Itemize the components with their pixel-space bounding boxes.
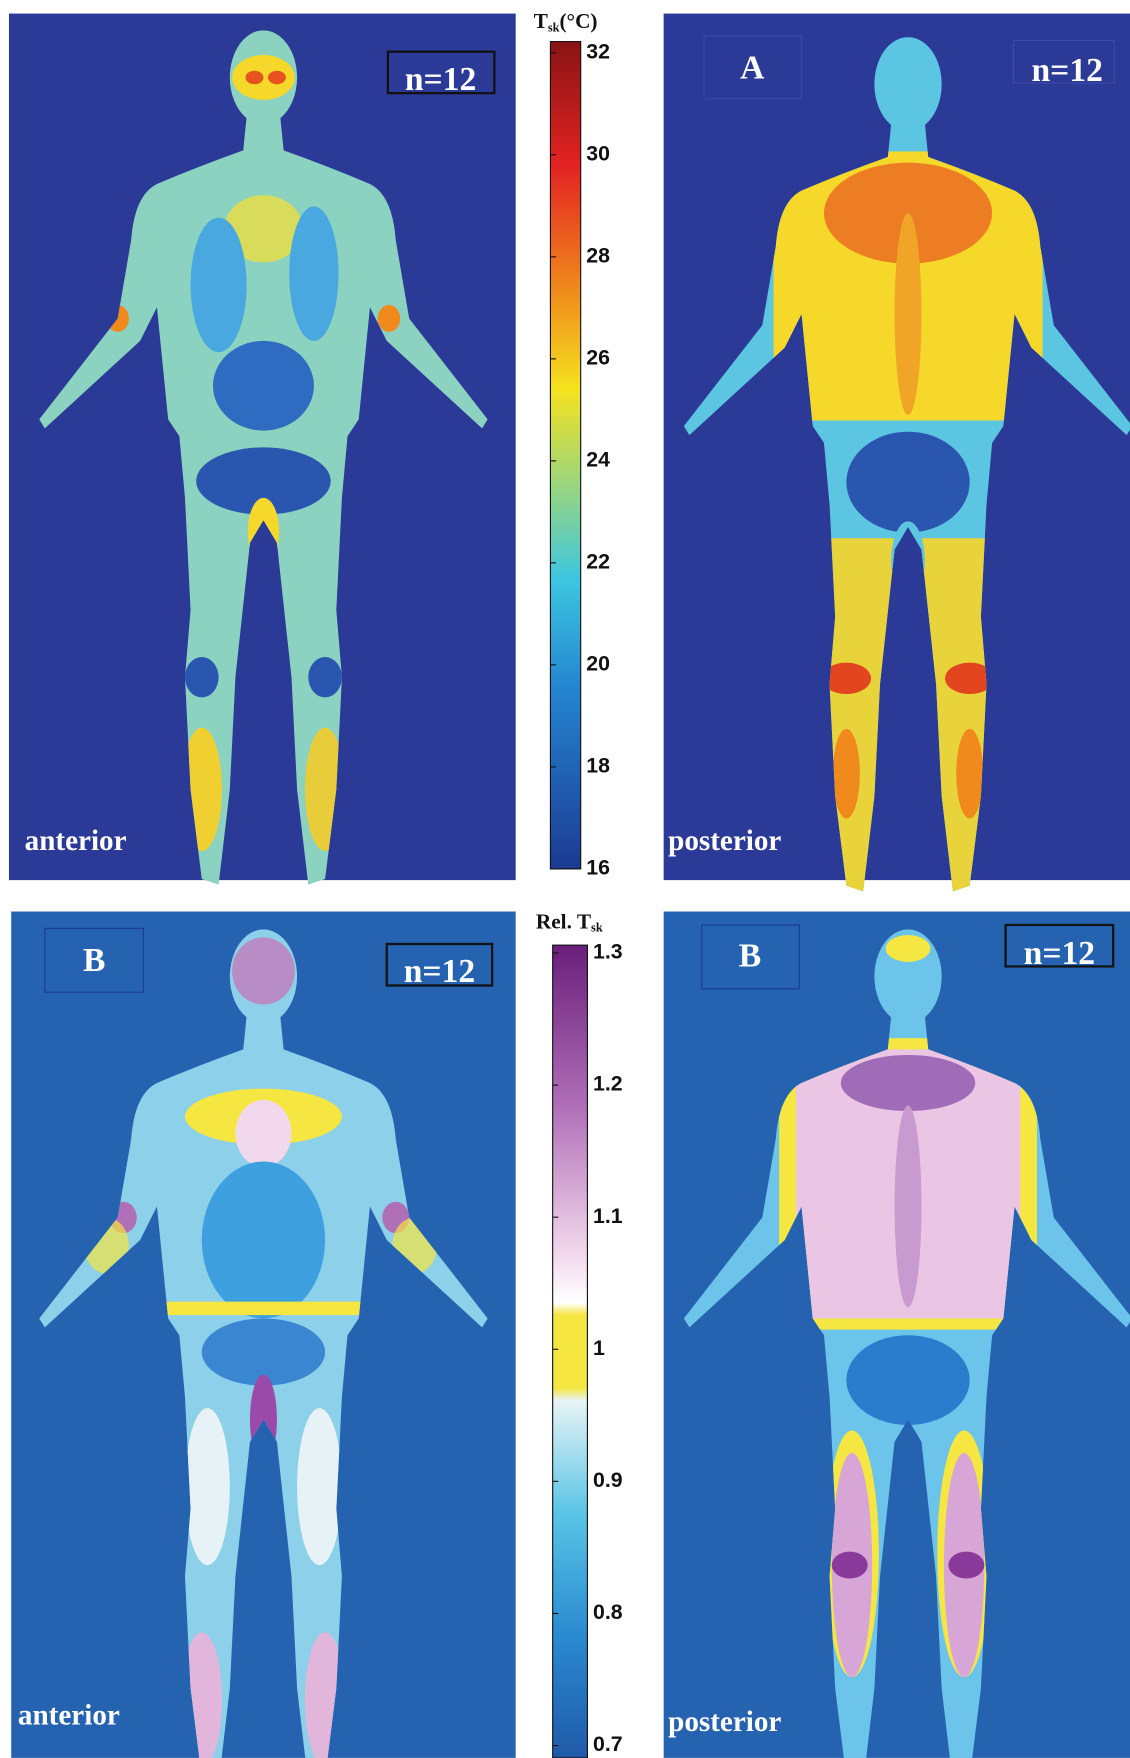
tick-label: 0.7: [593, 1732, 623, 1756]
tick-label: 18: [586, 754, 610, 778]
count-label: n=12: [405, 61, 476, 98]
title-subscript: sk: [591, 921, 603, 935]
tick-label: 0.9: [593, 1468, 623, 1492]
panel-posterior-a: A n=12 posterior: [663, 13, 1130, 892]
title-subscript: sk: [548, 21, 560, 35]
tick-label: 1: [593, 1336, 605, 1360]
tick-label: 22: [586, 549, 610, 573]
colorbar-title: Rel. Tsk: [536, 909, 603, 934]
tick-label: 20: [586, 652, 610, 676]
tick-label: 28: [586, 243, 610, 267]
colorbar-title: Tsk(°C): [534, 9, 598, 34]
title-unit: (°C): [559, 9, 597, 33]
tick-label: 1.1: [593, 1204, 623, 1228]
tick-label: 30: [586, 141, 610, 165]
tick-label: 32: [586, 39, 610, 63]
count-label: n=12: [404, 953, 475, 990]
panel-letter: B: [83, 942, 105, 979]
tick-label: 1.3: [593, 940, 623, 964]
count-label: n=12: [1031, 52, 1102, 89]
tick-label: 24: [586, 447, 610, 471]
panel-anterior-b: B n=12 anterior: [11, 911, 516, 1758]
count-label: n=12: [1024, 935, 1095, 972]
tick-label: 1.2: [593, 1072, 623, 1096]
panel-letter: B: [739, 937, 761, 974]
view-label: anterior: [25, 825, 127, 857]
tick-label: 0.8: [593, 1600, 623, 1624]
title-symbol: T: [534, 9, 548, 33]
panel-anterior-a: n=12 anterior: [8, 13, 516, 885]
panel-posterior-b: B n=12 posterior: [663, 911, 1130, 1758]
tick-label: 16: [586, 856, 610, 880]
title-prefix: Rel. T: [536, 909, 591, 933]
colorbar-relative: Rel. Tsk 1.3 1.2 1.1 1 0.9 0.8 0.7: [536, 909, 623, 1758]
view-label: anterior: [18, 1699, 120, 1731]
panel-letter: A: [740, 50, 765, 87]
view-label: posterior: [668, 1706, 781, 1738]
colorbar-temperature: Tsk(°C) 32 30 28 26 24 22 20 18 16: [534, 9, 611, 879]
view-label: posterior: [668, 825, 781, 857]
tick-label: 26: [586, 345, 610, 369]
